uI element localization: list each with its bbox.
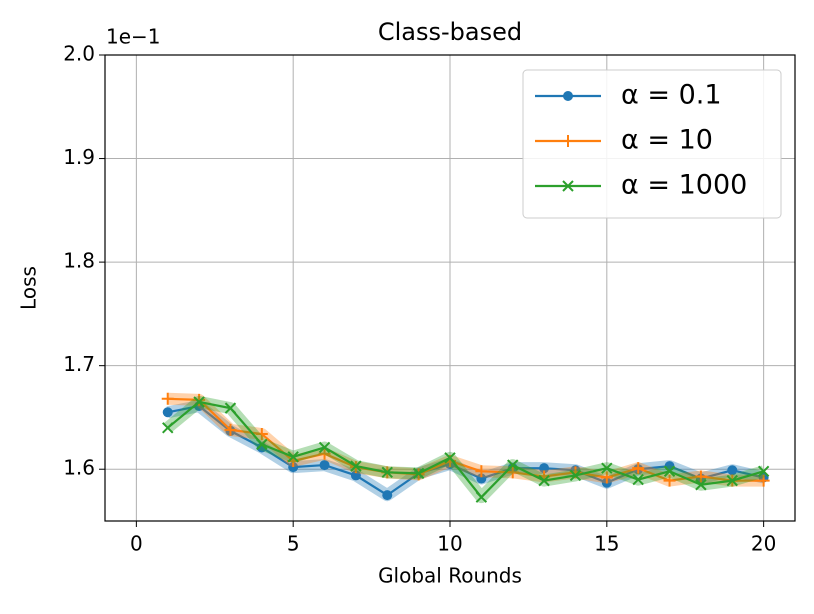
marker: [224, 402, 237, 414]
marker: [632, 473, 644, 486]
marker: [726, 474, 738, 487]
x-tick-label: 20: [751, 532, 776, 556]
marker: [757, 465, 770, 478]
marker: [563, 91, 573, 101]
marker: [193, 393, 206, 406]
marker: [255, 428, 268, 441]
marker: [381, 466, 393, 479]
marker: [256, 438, 268, 451]
marker: [601, 462, 613, 474]
marker: [562, 180, 574, 192]
marker: [632, 462, 645, 475]
x-axis-label: Global Rounds: [378, 564, 522, 588]
marker: [694, 470, 707, 483]
marker: [287, 451, 299, 463]
marker: [506, 466, 519, 479]
x-tick-label: 15: [594, 532, 619, 556]
plot-frame: [104, 54, 796, 522]
marker: [663, 474, 676, 487]
marker: [475, 491, 488, 503]
marker: [538, 474, 550, 487]
marker: [507, 459, 519, 471]
legend-label: α = 10: [621, 125, 713, 156]
marker: [382, 490, 393, 501]
marker: [318, 447, 331, 460]
x-tick-label: 0: [130, 532, 143, 556]
series-line: [167, 397, 764, 482]
marker: [319, 460, 330, 471]
marker: [161, 392, 174, 405]
series-line: [167, 400, 764, 499]
marker: [600, 471, 613, 484]
y-tick-label: 1.9: [63, 145, 95, 169]
y-tick-label: 2.0: [63, 42, 95, 66]
marker: [350, 470, 361, 481]
y-tick-label: 1.6: [63, 456, 95, 480]
x-tick-label: 10: [437, 532, 462, 556]
marker: [727, 465, 738, 476]
marker: [288, 462, 299, 473]
marker: [695, 479, 707, 491]
legend-box: [522, 69, 782, 219]
marker: [569, 469, 582, 482]
plot-area: [161, 392, 770, 504]
y-axis-label: Loss: [17, 266, 41, 310]
x-tick-label: 5: [287, 532, 300, 556]
y-tick-label: 1.7: [63, 352, 95, 376]
marker: [318, 441, 331, 454]
marker: [475, 465, 488, 478]
legend-label: α = 0.1: [621, 80, 722, 111]
marker: [757, 474, 770, 487]
marker: [412, 467, 425, 480]
chart-title: Class-based: [378, 18, 522, 46]
legend-label: α = 1000: [621, 170, 747, 201]
marker: [162, 422, 174, 434]
marker: [224, 423, 237, 436]
marker: [663, 465, 676, 478]
y-tick-label: 1.8: [63, 249, 95, 273]
marker: [476, 473, 487, 484]
marker: [562, 135, 574, 147]
marker: [444, 452, 456, 464]
marker: [193, 396, 205, 408]
y-offset-label: 1e−1: [106, 25, 161, 49]
marker: [162, 407, 173, 418]
marker: [350, 460, 362, 472]
marker: [539, 463, 550, 474]
